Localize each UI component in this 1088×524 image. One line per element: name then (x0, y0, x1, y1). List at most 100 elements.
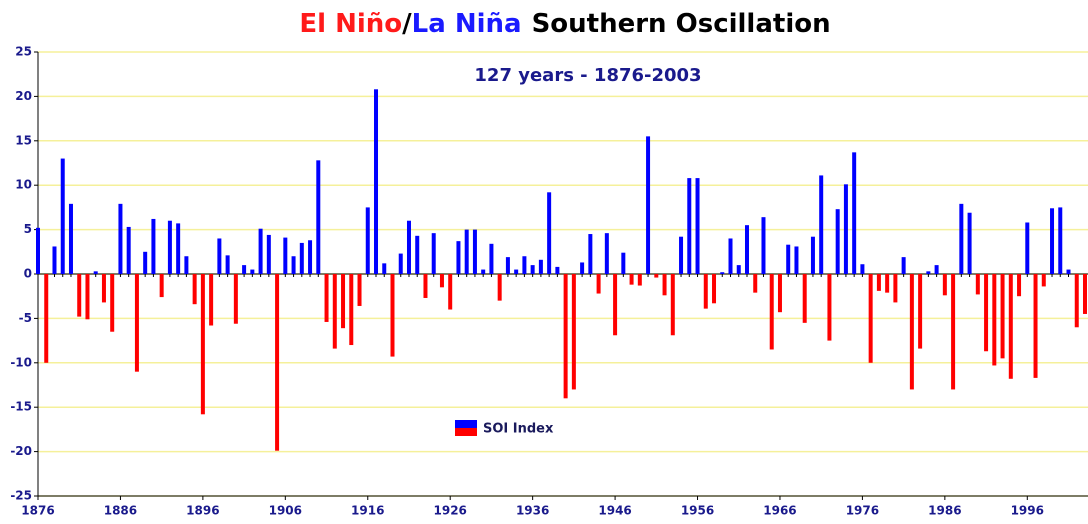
bar (464, 229, 469, 274)
bar (810, 236, 815, 274)
bar (613, 274, 618, 336)
x-tick-label: 1996 (1011, 504, 1044, 518)
bar (736, 265, 741, 274)
bar (876, 274, 881, 291)
y-tick-label: -15 (10, 400, 32, 414)
bar (332, 274, 337, 349)
bar (349, 274, 354, 346)
bar (744, 225, 749, 274)
x-tick-label: 1956 (681, 504, 714, 518)
bar (1050, 208, 1055, 274)
bar (687, 178, 692, 274)
x-tick-label: 1886 (104, 504, 137, 518)
legend-swatch-bottom (455, 428, 477, 436)
x-tick-label: 1986 (928, 504, 961, 518)
bar (868, 274, 873, 363)
bar (712, 274, 717, 304)
bar (984, 274, 989, 352)
bar (505, 257, 510, 274)
bar (316, 160, 321, 274)
bar (1041, 274, 1046, 287)
bar (357, 274, 362, 306)
bar (703, 274, 708, 309)
chart-subtitle: 127 years - 1876-2003 (474, 65, 701, 86)
bar (258, 228, 263, 274)
y-tick-label: -10 (10, 355, 32, 369)
bar (1058, 207, 1063, 274)
bar (1066, 269, 1071, 274)
bar (926, 271, 931, 274)
bar (118, 203, 123, 274)
x-tick-label: 1946 (598, 504, 631, 518)
bar (967, 212, 972, 274)
bar (415, 235, 420, 274)
bar (860, 264, 865, 274)
bar (209, 274, 214, 326)
bar (777, 274, 782, 313)
bar (728, 238, 733, 274)
bar (481, 269, 486, 274)
y-tick-label: -5 (19, 311, 32, 325)
bar (843, 184, 848, 274)
bar (679, 236, 684, 274)
bar (852, 152, 857, 274)
bar (126, 226, 131, 274)
bar (596, 274, 601, 294)
bar (200, 274, 205, 415)
bar (1025, 222, 1030, 274)
bar (77, 274, 82, 317)
bar (308, 240, 313, 274)
bar (885, 274, 890, 293)
bar (1033, 274, 1038, 378)
bar (1008, 274, 1013, 379)
bar (547, 192, 552, 274)
bar (217, 238, 222, 274)
bar (662, 274, 667, 296)
x-tick-label: 1976 (846, 504, 879, 518)
bar (44, 274, 49, 363)
bar (538, 259, 543, 274)
bar (184, 256, 189, 274)
bar (975, 274, 980, 295)
bar (159, 274, 164, 298)
bar (406, 220, 411, 274)
bar (629, 274, 634, 285)
bar (695, 178, 700, 274)
bar (250, 269, 255, 274)
bar (456, 241, 461, 274)
bar (472, 229, 477, 274)
bar (143, 251, 148, 274)
legend-label: SOI Index (483, 422, 554, 437)
bar (275, 274, 280, 451)
bar (819, 175, 824, 274)
bar (637, 274, 642, 286)
bar (341, 274, 346, 329)
bar (225, 255, 230, 274)
bar (802, 274, 807, 323)
bar (374, 89, 379, 275)
y-tick-label: 25 (15, 45, 32, 59)
bar (786, 244, 791, 274)
bar (68, 203, 73, 274)
bar (893, 274, 898, 303)
bar (242, 265, 247, 274)
bar (365, 207, 370, 274)
bar (390, 274, 395, 357)
bar (514, 269, 519, 274)
bar (604, 233, 609, 274)
bar (36, 227, 40, 274)
bar (959, 203, 964, 274)
x-tick-label: 1966 (763, 504, 796, 518)
bar (101, 274, 106, 303)
bar (753, 274, 758, 293)
bar (266, 234, 271, 274)
bar (942, 274, 947, 296)
bar (794, 246, 799, 274)
bar (588, 234, 593, 274)
bar (489, 243, 494, 274)
x-tick-label: 1916 (351, 504, 384, 518)
bar (448, 274, 453, 310)
bar (1000, 274, 1005, 359)
bar (283, 237, 288, 274)
bar (85, 274, 90, 320)
